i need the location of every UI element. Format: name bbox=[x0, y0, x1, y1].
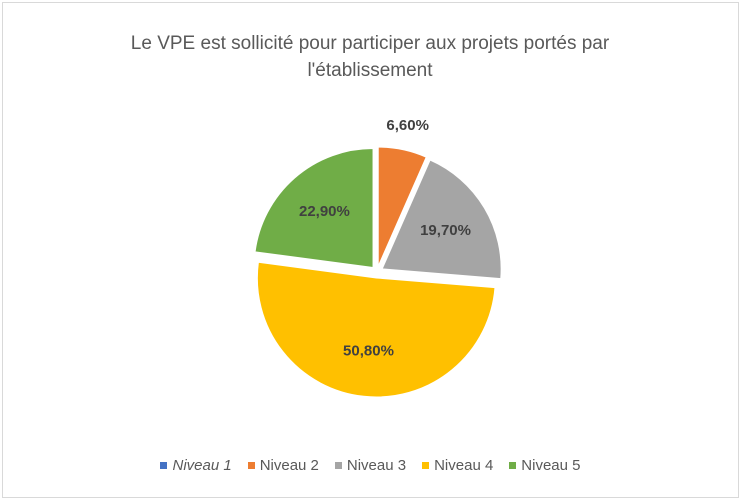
pie-slice bbox=[256, 261, 496, 398]
data-label: 6,60% bbox=[386, 117, 429, 134]
pie-slice bbox=[377, 146, 427, 267]
legend-label: Niveau 4 bbox=[434, 457, 494, 474]
legend: Niveau 1 Niveau 2 Niveau 3 Niveau 4 Niveau 5 bbox=[0, 457, 741, 474]
legend-label: Niveau 5 bbox=[521, 457, 581, 474]
legend-swatch bbox=[509, 462, 517, 469]
legend-swatch bbox=[422, 462, 430, 469]
legend-item: Niveau 2 bbox=[247, 457, 319, 474]
data-label: 19,70% bbox=[420, 222, 471, 239]
pie-slice bbox=[381, 159, 502, 280]
data-label: 50,80% bbox=[343, 342, 394, 359]
legend-label: Niveau 1 bbox=[172, 457, 232, 474]
data-label: 22,90% bbox=[299, 203, 350, 220]
legend-item: Niveau 4 bbox=[422, 457, 493, 474]
legend-swatch bbox=[160, 462, 168, 469]
chart-title: Le VPE est sollicité pour participer aux… bbox=[130, 33, 610, 81]
legend-label: Niveau 2 bbox=[259, 457, 319, 474]
legend-item: Niveau 1 bbox=[160, 457, 232, 474]
pie-slice bbox=[254, 147, 374, 269]
legend-item: Niveau 3 bbox=[334, 457, 407, 474]
legend-label: Niveau 3 bbox=[346, 457, 407, 474]
legend-swatch bbox=[247, 462, 255, 469]
legend-swatch bbox=[334, 462, 342, 469]
legend-item: Niveau 5 bbox=[509, 457, 581, 474]
